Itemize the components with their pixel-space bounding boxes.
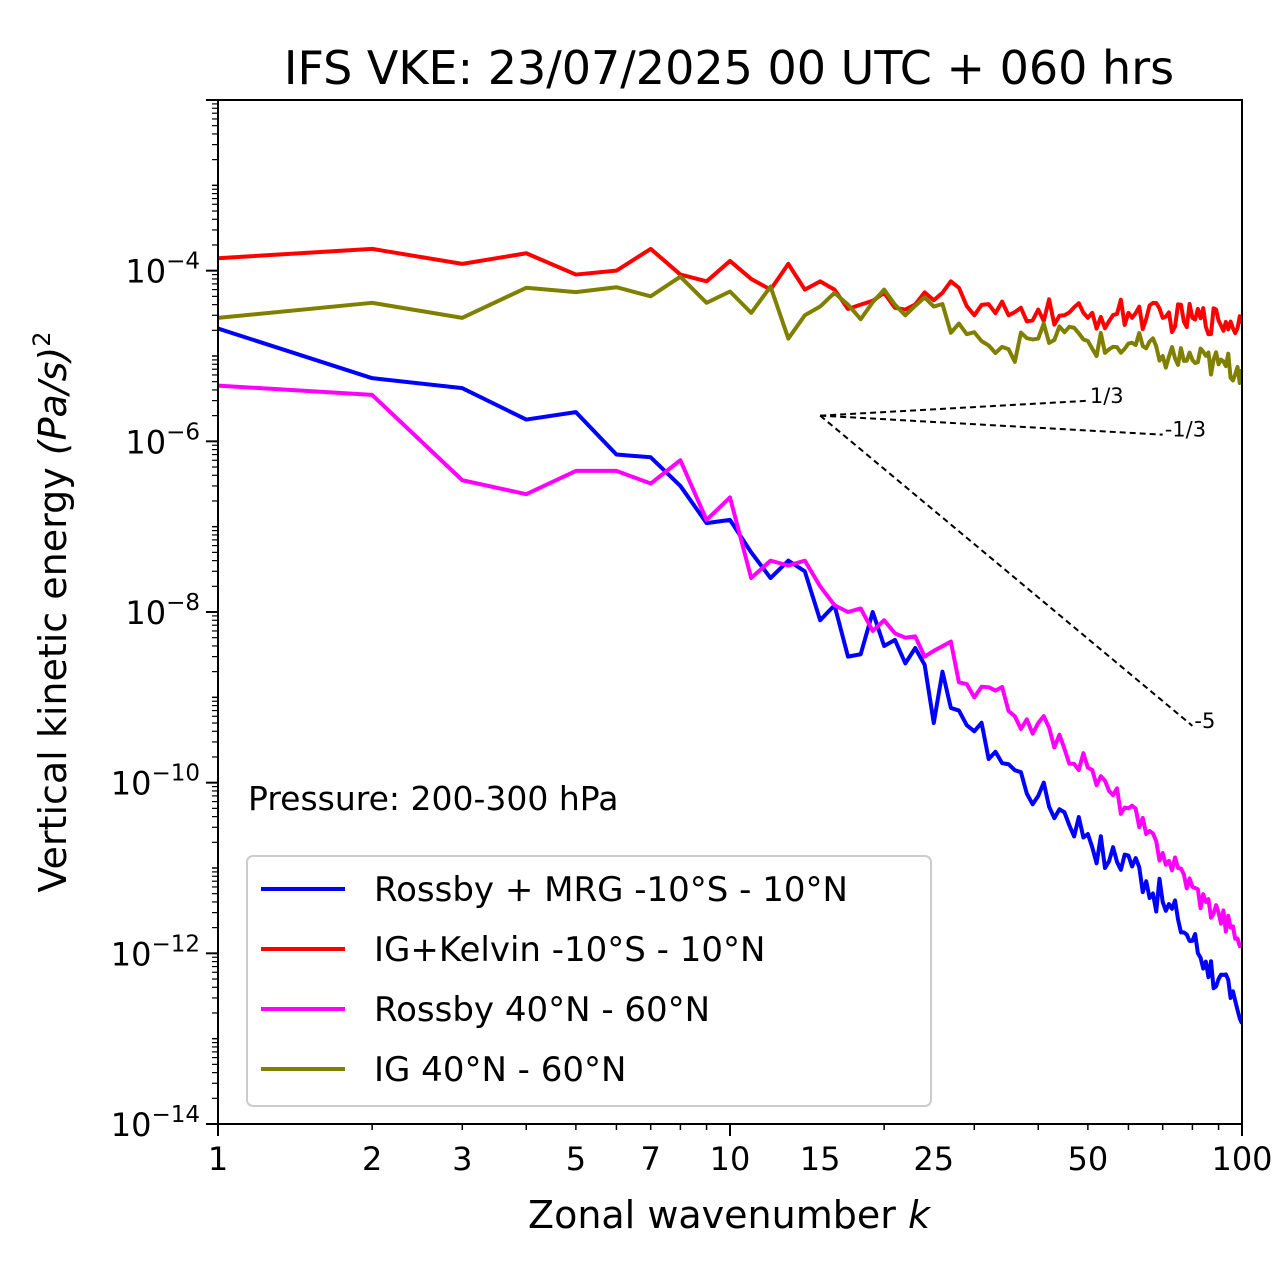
slope-label: -1/3: [1165, 418, 1206, 442]
chart-title: IFS VKE: 23/07/2025 00 UTC + 060 hrs: [284, 41, 1174, 95]
legend-label: IG 40°N - 60°N: [374, 1050, 626, 1090]
y-tick-label: 10−4: [125, 249, 200, 291]
legend-label: Rossby 40°N - 60°N: [374, 990, 710, 1030]
x-tick-label: 100: [1211, 1140, 1272, 1178]
series-line: [218, 326, 1242, 1025]
pressure-annotation: Pressure: 200-300 hPa: [248, 779, 618, 818]
y-tick-label: 10−12: [111, 931, 200, 973]
x-tick-label: 2: [362, 1140, 382, 1178]
y-tick-label: 10−10: [111, 761, 200, 803]
legend-label: Rossby + MRG -10°S - 10°N: [374, 870, 848, 910]
y-axis-ticks: 10−4 10−6 10−8 10−10 10−12 10−14: [111, 99, 218, 1144]
y-tick-label: 10−6: [125, 419, 200, 461]
legend-box: [246, 855, 932, 1107]
series-line: [218, 383, 1242, 949]
legend-label: IG+Kelvin -10°S - 10°N: [374, 930, 765, 970]
reference-slopes: 1/3 -1/3 -5: [819, 384, 1215, 733]
x-tick-label: 50: [1068, 1140, 1109, 1178]
y-axis-label: Vertical kinetic energy (Pa/s)2: [28, 331, 75, 892]
x-tick-label: 3: [452, 1140, 472, 1178]
x-tick-label: 25: [913, 1140, 954, 1178]
slope-line: [819, 414, 1194, 727]
slope-line: [820, 399, 1088, 417]
series-group: [218, 246, 1242, 1025]
slope-line: [820, 414, 1163, 436]
legend: Rossby + MRG -10°S - 10°N IG+Kelvin -10°S…: [246, 855, 932, 1107]
series-line: [218, 246, 1242, 337]
x-tick-label: 7: [641, 1140, 661, 1178]
slope-label: 1/3: [1090, 384, 1124, 408]
y-tick-label: 10−14: [111, 1102, 200, 1144]
slope-label: -5: [1194, 709, 1215, 733]
x-axis-label: Zonal wavenumber k: [528, 1193, 932, 1237]
y-tick-label: 10−8: [125, 590, 200, 632]
x-tick-label: 15: [800, 1140, 841, 1178]
series-line: [218, 274, 1242, 386]
x-tick-label: 5: [566, 1140, 586, 1178]
x-tick-label: 10: [710, 1140, 751, 1178]
x-tick-label: 1: [208, 1140, 228, 1178]
x-axis-ticks: 1 2 3 5 7 10 15 25 50 100: [208, 1124, 1273, 1178]
